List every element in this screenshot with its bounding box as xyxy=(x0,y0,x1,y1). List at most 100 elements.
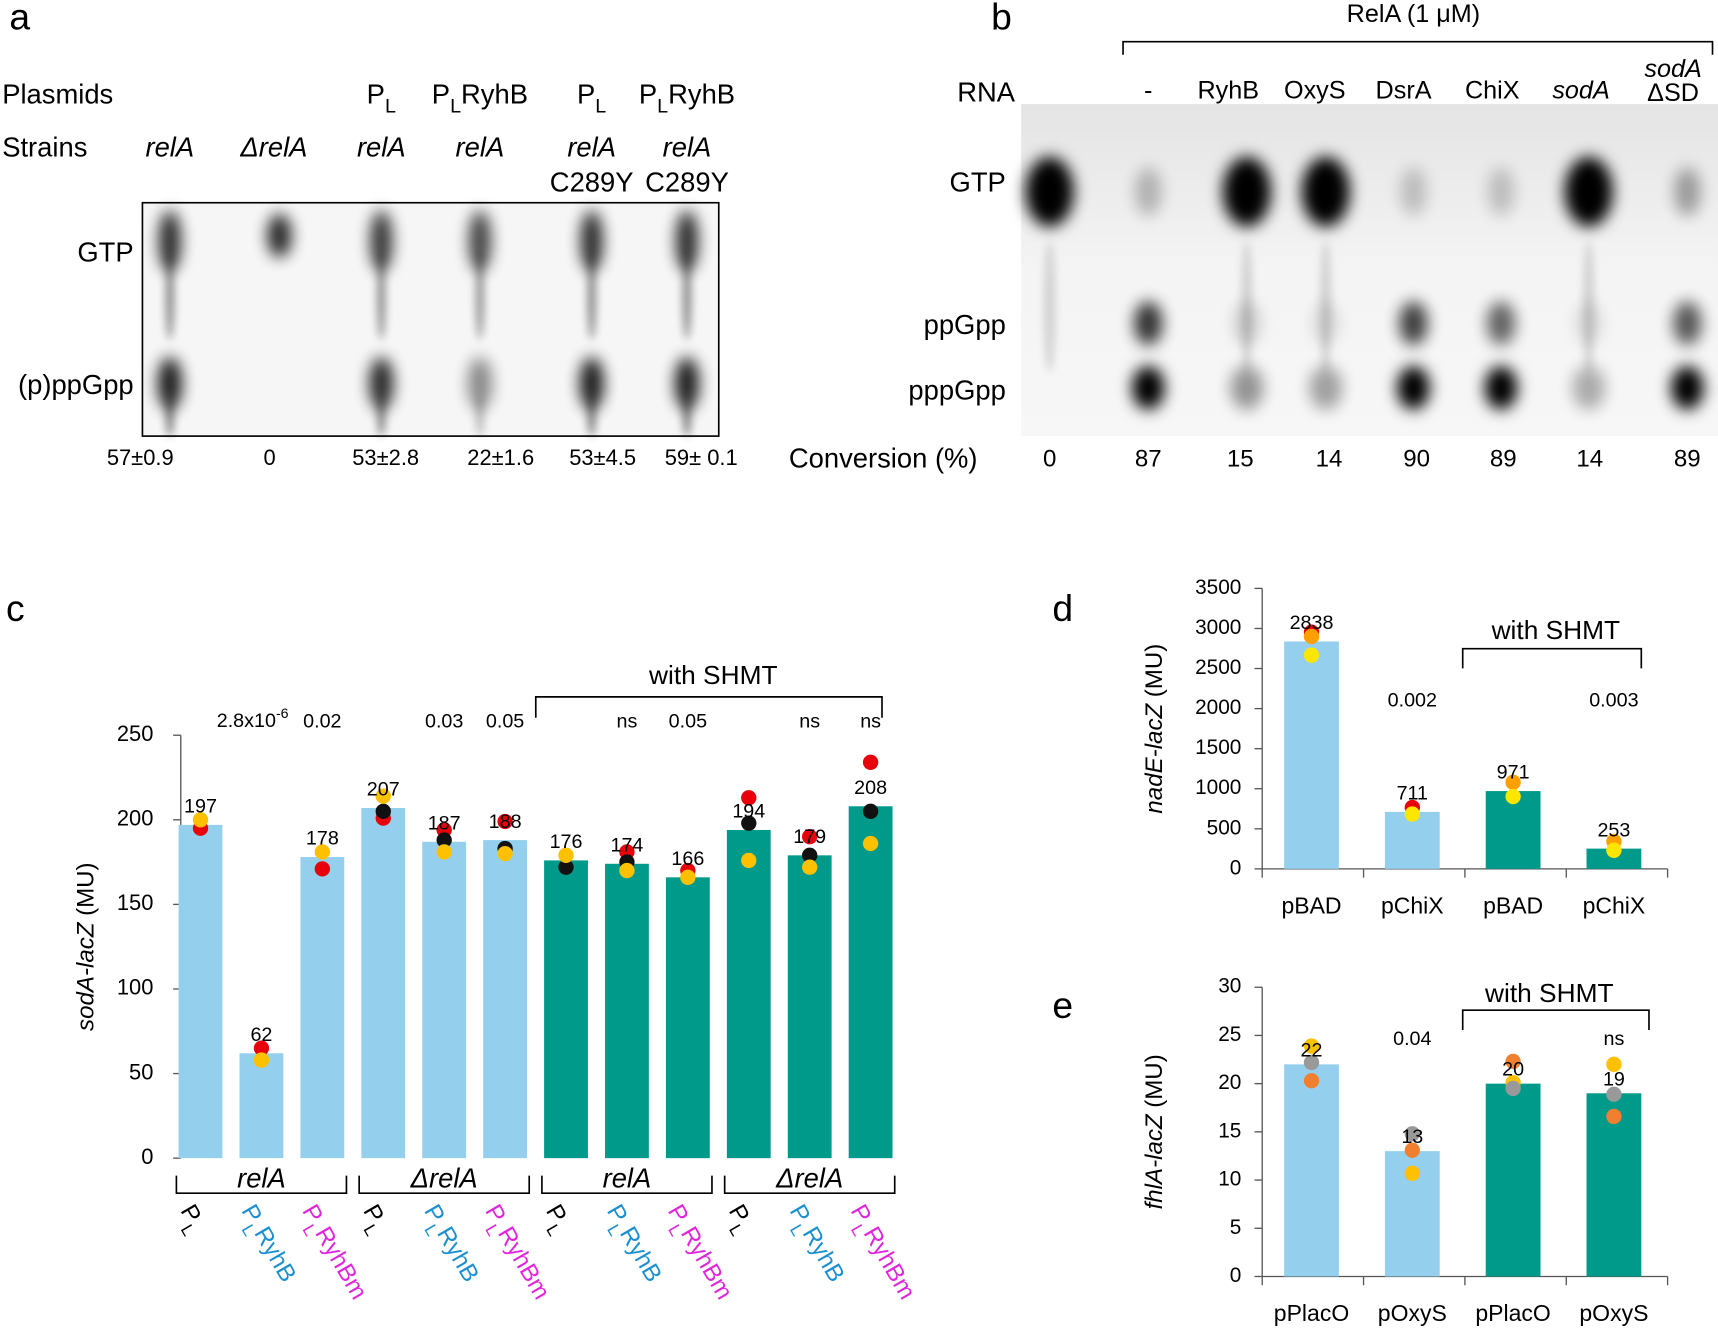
plasmid-label-sub: L xyxy=(595,96,606,118)
strain-label: relA xyxy=(357,131,406,162)
gel-spot xyxy=(376,396,386,437)
annotation: 0.05 xyxy=(669,710,707,732)
row-label: Plasmids xyxy=(2,79,113,110)
replicate-dot xyxy=(802,829,818,845)
replicate-dot xyxy=(558,847,574,863)
bar xyxy=(361,807,406,1159)
value-label: 176 xyxy=(550,831,583,853)
x-tick-label: PLRyhBm xyxy=(839,1200,920,1307)
gel-spot xyxy=(1241,241,1253,373)
gel-spot xyxy=(1486,301,1516,346)
conversion-value: 59± 0.1 xyxy=(665,445,738,470)
replicate-dot xyxy=(1303,628,1320,645)
x-tick-label: pBAD xyxy=(1281,892,1341,918)
x-tick-label: pOxyS xyxy=(1579,1300,1648,1326)
row-label: Strains xyxy=(2,131,87,162)
gel-spot xyxy=(267,213,292,258)
conversion-value: 22±1.6 xyxy=(467,445,534,470)
gel-spot xyxy=(370,210,393,272)
replicate-dot xyxy=(314,861,331,877)
x-tick-label: pPlacO xyxy=(1475,1300,1550,1326)
gel-spot xyxy=(1222,156,1271,227)
panel-letter: c xyxy=(6,587,25,629)
replicate-dot xyxy=(1303,1038,1320,1054)
gel-spot xyxy=(1320,241,1332,373)
replicate-dot xyxy=(192,812,209,828)
value-label: 971 xyxy=(1497,762,1530,784)
group-label: relA xyxy=(237,1162,286,1193)
replicate-dot xyxy=(1606,1086,1622,1102)
annotation-sup: -6 xyxy=(276,706,289,722)
group-label: ΔrelA xyxy=(775,1162,843,1193)
gel-spot xyxy=(1135,167,1162,216)
gel-spot xyxy=(682,252,692,340)
gel-b-frame xyxy=(1021,104,1718,437)
replicate-dot xyxy=(1505,1080,1521,1097)
strain-label: relA xyxy=(145,131,194,162)
conversion-value: 0 xyxy=(1043,446,1056,473)
conversion-value: 53±4.5 xyxy=(569,445,636,470)
gel-spot xyxy=(468,210,491,272)
bracket xyxy=(534,696,883,718)
row-label: RNA xyxy=(957,76,1016,107)
gel-spot xyxy=(1673,301,1702,346)
conversion-label: Conversion (%) xyxy=(789,442,978,473)
lane-label: RyhB xyxy=(1197,77,1259,105)
value-label: 22 xyxy=(1301,1039,1323,1061)
y-axis-label-gene: fhlA-lacZ xyxy=(1141,1113,1168,1209)
lane-label: sodA xyxy=(1552,77,1609,105)
conversion-value: 89 xyxy=(1490,446,1517,473)
band-label: GTP xyxy=(77,236,133,267)
bracket xyxy=(1461,1009,1650,1030)
replicate-dot xyxy=(619,862,635,879)
x-tick-label: PL xyxy=(535,1200,577,1239)
annotation: 0.003 xyxy=(1589,689,1638,711)
replicate-dot xyxy=(497,813,513,830)
y-tick-label: 5 xyxy=(1230,1216,1242,1239)
value-label: 178 xyxy=(306,828,339,850)
gel-spot xyxy=(1670,365,1704,410)
value-label: 62 xyxy=(250,1024,272,1046)
band-label: ppGpp xyxy=(924,309,1006,340)
annotation: 0.04 xyxy=(1393,1028,1431,1050)
panel-letter: b xyxy=(991,0,1012,38)
conversion-value: 89 xyxy=(1674,446,1701,473)
x-tick-label: PLRyhB xyxy=(778,1200,849,1290)
replicate-dot xyxy=(1505,774,1521,791)
replicate-dot xyxy=(862,754,879,770)
plasmid-label: PL xyxy=(577,79,606,118)
value-label: 207 xyxy=(367,779,400,801)
gel-spots xyxy=(157,156,1704,437)
gel-spot xyxy=(1025,156,1074,227)
plasmid-label-suffix: RyhB xyxy=(668,79,735,110)
gel-spot xyxy=(165,252,175,340)
y-tick-label: 30 xyxy=(1218,975,1241,998)
bar xyxy=(665,877,710,1159)
plasmid-label-suffix: RyhB xyxy=(461,79,528,110)
x-tick-label: pBAD xyxy=(1483,892,1543,918)
y-tick-label: 50 xyxy=(129,1059,153,1084)
gel-spot xyxy=(1572,365,1606,410)
x-tick-label-suffix: RyhB xyxy=(614,1222,667,1287)
y-tick-label: 0 xyxy=(1230,1264,1242,1287)
band-label: pppGpp xyxy=(908,375,1005,406)
bar xyxy=(483,840,528,1159)
replicate-dot xyxy=(1404,806,1420,822)
value-label: 2838 xyxy=(1290,612,1334,634)
x-tick-label: pPlacO xyxy=(1274,1300,1349,1326)
band-label: GTP xyxy=(950,166,1006,197)
group-label: relA xyxy=(603,1162,652,1193)
value-label: 188 xyxy=(489,811,522,833)
y-axis-label-unit: (MU) xyxy=(73,862,100,916)
gel-spot xyxy=(1309,365,1343,410)
plasmid-label-base: P xyxy=(577,79,595,110)
replicate-dot xyxy=(1606,1108,1622,1125)
value-label: 208 xyxy=(854,777,887,799)
y-tick-label: 200 xyxy=(117,806,154,831)
conversion-value: 87 xyxy=(1135,446,1162,473)
plasmid-label-sub: L xyxy=(385,96,396,118)
annotation: 0.05 xyxy=(486,710,524,732)
y-tick-label: 0 xyxy=(141,1144,153,1169)
gel-spot xyxy=(674,357,700,410)
lane-label: - xyxy=(1144,77,1152,105)
